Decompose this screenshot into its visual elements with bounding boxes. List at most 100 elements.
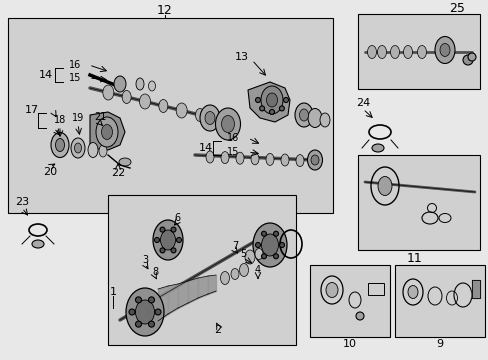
Bar	[108, 195, 295, 345]
Ellipse shape	[250, 153, 259, 165]
Bar	[394, 265, 484, 337]
Ellipse shape	[377, 176, 391, 195]
Text: 15: 15	[226, 147, 239, 157]
Bar	[357, 155, 479, 250]
Ellipse shape	[215, 108, 240, 140]
Ellipse shape	[126, 288, 163, 336]
Ellipse shape	[88, 143, 98, 158]
Ellipse shape	[119, 158, 131, 166]
Ellipse shape	[221, 116, 234, 132]
Ellipse shape	[159, 99, 167, 112]
Text: 16: 16	[69, 60, 81, 70]
Ellipse shape	[266, 93, 277, 107]
Circle shape	[255, 243, 260, 248]
Ellipse shape	[122, 90, 131, 104]
Ellipse shape	[310, 155, 318, 165]
Circle shape	[155, 309, 161, 315]
Ellipse shape	[371, 144, 383, 152]
Text: 15: 15	[69, 73, 81, 83]
Ellipse shape	[195, 108, 204, 122]
Text: 2: 2	[214, 325, 221, 335]
Text: 10: 10	[342, 339, 356, 349]
Text: 20: 20	[43, 167, 57, 177]
Ellipse shape	[377, 45, 386, 58]
Circle shape	[171, 227, 176, 232]
Ellipse shape	[220, 271, 229, 284]
Circle shape	[261, 231, 266, 236]
Ellipse shape	[265, 153, 273, 165]
Text: 8: 8	[152, 267, 158, 277]
Ellipse shape	[96, 117, 118, 147]
Text: 24: 24	[355, 98, 369, 108]
Text: 18: 18	[54, 115, 66, 125]
Circle shape	[135, 321, 141, 327]
Ellipse shape	[32, 240, 44, 248]
Text: 1: 1	[109, 287, 116, 297]
Circle shape	[171, 248, 176, 253]
Ellipse shape	[434, 36, 454, 63]
Ellipse shape	[325, 283, 337, 297]
Ellipse shape	[403, 45, 412, 58]
Circle shape	[160, 227, 164, 232]
Text: 3: 3	[142, 255, 148, 265]
Polygon shape	[90, 112, 125, 150]
Ellipse shape	[390, 45, 399, 58]
Text: 19: 19	[72, 113, 84, 123]
Text: 6: 6	[174, 213, 180, 223]
Ellipse shape	[136, 78, 143, 90]
Ellipse shape	[55, 139, 64, 152]
Circle shape	[160, 248, 164, 253]
Text: 25: 25	[448, 3, 464, 15]
Circle shape	[355, 312, 363, 320]
Text: 13: 13	[235, 52, 248, 62]
Circle shape	[273, 231, 278, 236]
Circle shape	[467, 53, 475, 61]
Ellipse shape	[139, 94, 150, 109]
Bar	[367, 283, 383, 295]
Ellipse shape	[294, 103, 312, 127]
Text: 23: 23	[15, 197, 29, 207]
Ellipse shape	[261, 86, 283, 114]
Text: 7: 7	[231, 241, 238, 251]
Circle shape	[283, 98, 288, 103]
Ellipse shape	[200, 105, 220, 131]
Circle shape	[135, 297, 141, 303]
Bar	[357, 14, 479, 89]
Ellipse shape	[295, 154, 304, 167]
Bar	[309, 265, 389, 337]
Ellipse shape	[244, 250, 254, 264]
Ellipse shape	[153, 220, 183, 260]
Ellipse shape	[417, 45, 426, 58]
Text: 5: 5	[240, 249, 245, 259]
Ellipse shape	[252, 223, 286, 267]
Text: 22: 22	[111, 168, 125, 178]
Ellipse shape	[407, 285, 417, 298]
Ellipse shape	[261, 234, 278, 256]
Ellipse shape	[239, 264, 248, 276]
Ellipse shape	[307, 150, 322, 170]
Text: 4: 4	[254, 265, 261, 275]
Circle shape	[279, 106, 284, 111]
Ellipse shape	[254, 248, 263, 260]
Ellipse shape	[204, 112, 215, 125]
Ellipse shape	[281, 154, 288, 166]
Text: 17: 17	[25, 105, 39, 115]
Ellipse shape	[114, 76, 126, 92]
Ellipse shape	[439, 44, 449, 57]
Circle shape	[154, 238, 159, 243]
Polygon shape	[247, 82, 289, 122]
Circle shape	[273, 254, 278, 259]
Circle shape	[148, 321, 154, 327]
Polygon shape	[471, 280, 479, 298]
Ellipse shape	[74, 143, 81, 153]
Bar	[8, 18, 332, 213]
Text: 14: 14	[39, 70, 53, 80]
Ellipse shape	[299, 109, 308, 121]
Text: 11: 11	[407, 252, 422, 265]
Ellipse shape	[176, 103, 187, 118]
Ellipse shape	[205, 151, 214, 163]
Text: 9: 9	[436, 339, 443, 349]
Circle shape	[279, 243, 284, 248]
Text: 21: 21	[94, 112, 106, 122]
Circle shape	[176, 238, 181, 243]
